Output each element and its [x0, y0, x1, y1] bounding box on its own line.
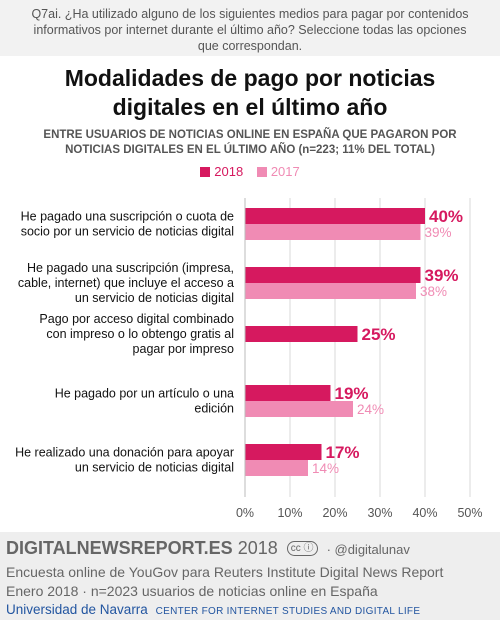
- data-label-2017: 14%: [312, 461, 339, 476]
- source-line-2: Enero 2018 · n=2023 usuarios de noticias…: [6, 583, 378, 599]
- x-tick-label: 30%: [367, 506, 392, 520]
- data-label-2018: 40%: [429, 207, 463, 226]
- chart-title: Modalidades de pago por noticias digital…: [64, 65, 436, 120]
- category-label-line: edición: [194, 402, 234, 416]
- category-label-line: He pagado una suscripción (impresa,: [27, 261, 234, 275]
- question-text: Q7ai. ¿Ha utilizado alguno de los siguie…: [31, 7, 469, 53]
- data-label-2017: 39%: [425, 225, 452, 240]
- brand-name: DIGITALNEWSREPORT.ES: [6, 538, 233, 558]
- creative-commons-icon: cc ⓘ: [286, 541, 318, 556]
- category-label: He pagado por un artículo o una edición: [55, 387, 234, 416]
- university-line: Universidad de Navarra CENTER FOR INTERN…: [6, 602, 420, 617]
- legend-label-2017: 2017: [270, 164, 300, 179]
- bar-2018: [245, 267, 421, 283]
- footer: DIGITALNEWSREPORT.ES 2018 cc ⓘ · @digita…: [0, 532, 500, 620]
- bar-chart: 0% 10% 20% 30% 40% 50% He pagado una suscripci…: [15, 198, 483, 520]
- legend-swatch-2018: [200, 167, 211, 177]
- chart-legend: 2018 2017: [0, 164, 500, 179]
- category-label-line: He pagado una suscripción o cuota de: [21, 210, 234, 224]
- data-label-2018: 39%: [425, 266, 459, 285]
- category-label-line: un servicio de noticias digital: [75, 291, 234, 305]
- x-tick-label: 50%: [457, 506, 482, 520]
- x-tick-label: 0%: [236, 506, 254, 520]
- center-name: CENTER FOR INTERNET STUDIES AND DIGITAL …: [155, 606, 421, 617]
- legend-item-2018: 2018: [200, 164, 243, 179]
- x-tick-label: 40%: [412, 506, 437, 520]
- category-label: He pagado una suscripción (impresa, cable…: [18, 261, 234, 305]
- legend-item-2017: 2017: [256, 164, 300, 179]
- category-label: He realizado una donación para apoyar un …: [15, 446, 234, 475]
- data-label-2017: 24%: [357, 402, 384, 417]
- bar-2018: [245, 444, 322, 460]
- bar-2018: [245, 385, 331, 401]
- bar-2017: [245, 283, 416, 299]
- category-label-line: He realizado una donación para apoyar: [15, 446, 234, 460]
- bar-2017: [245, 224, 421, 240]
- data-label-2018: 25%: [362, 325, 396, 344]
- data-label-2018: 19%: [335, 384, 369, 403]
- chart-subtitle: ENTRE USUARIOS DE NOTICIAS ONLINE EN ESP…: [43, 129, 457, 156]
- twitter-handle: · @digitalunav: [326, 542, 410, 557]
- bar-2017: [245, 401, 353, 417]
- bar-2017: [245, 460, 308, 476]
- category-label: He pagado una suscripción o cuota de soci…: [21, 210, 234, 239]
- brand-year: 2018: [237, 538, 278, 558]
- category-label-line: He pagado por un artículo o una: [55, 387, 234, 401]
- category-label: Pago por acceso digital combinado con imp…: [39, 312, 234, 356]
- bar-2018: [245, 326, 358, 342]
- x-tick-label: 20%: [322, 506, 347, 520]
- category-label-line: socio por un servicio de noticias digita…: [21, 225, 234, 239]
- data-label-2017: 38%: [420, 284, 447, 299]
- bar-2018: [245, 208, 425, 224]
- question-banner: Q7ai. ¿Ha utilizado alguno de los siguie…: [0, 0, 500, 56]
- category-label-line: cable, internet) que incluye el acceso a: [18, 276, 234, 290]
- category-label-line: un servicio de noticias digital: [75, 461, 234, 475]
- source-line-1: Encuesta online de YouGov para Reuters I…: [6, 564, 444, 580]
- legend-label-2018: 2018: [214, 164, 244, 179]
- category-label-line: con impreso o lo obtengo gratis al: [46, 327, 234, 341]
- x-tick-label: 10%: [277, 506, 302, 520]
- category-label-line: Pago por acceso digital combinado: [39, 312, 234, 326]
- category-label-line: pagar por impreso: [133, 342, 234, 356]
- legend-swatch-2017: [256, 167, 267, 177]
- data-label-2018: 17%: [326, 443, 360, 462]
- university-name: Universidad de Navarra: [6, 602, 148, 617]
- footer-brand-line: DIGITALNEWSREPORT.ES 2018 cc ⓘ · @digita…: [6, 538, 410, 559]
